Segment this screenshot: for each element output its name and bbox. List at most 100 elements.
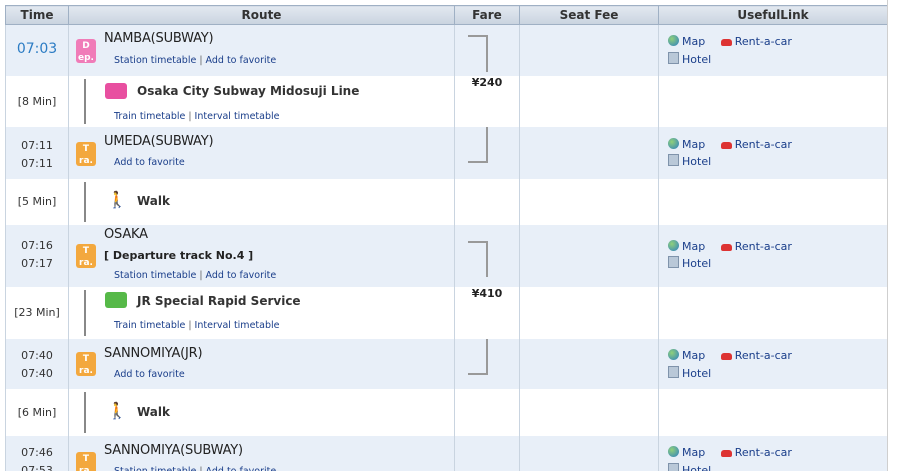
- add-to-favorite-link[interactable]: Add to favorite: [205, 269, 277, 281]
- car-icon: [720, 39, 732, 46]
- time-header: Time: [5, 5, 69, 25]
- add-to-favorite-link[interactable]: Add to favorite: [205, 465, 277, 471]
- segment-row: [8 Min] Osaka City Subway Midosuji Line …: [5, 75, 888, 127]
- duration: [8 Min]: [5, 75, 69, 127]
- car-icon: [720, 243, 732, 251]
- station-name: SANNOMIYA(JR): [104, 345, 203, 361]
- station-name: NAMBA(SUBWAY): [104, 31, 214, 46]
- segment-row: [5 Min] 🚶 Walk: [5, 178, 888, 225]
- station-name: UMEDA(SUBWAY): [104, 133, 214, 149]
- hotel-icon: [668, 52, 679, 64]
- rent-a-car-link[interactable]: Rent-a-car: [720, 138, 792, 151]
- hotel-link[interactable]: Hotel: [668, 52, 711, 66]
- arrival-time: 07:16: [21, 238, 53, 252]
- add-to-favorite-link[interactable]: Add to favorite: [205, 55, 277, 66]
- rent-a-car-link[interactable]: Rent-a-car: [720, 240, 792, 253]
- fare-bracket-end: [468, 338, 488, 375]
- station-links: Station timetable | Add to favorite: [114, 55, 277, 66]
- departure-time: 07:03: [16, 41, 58, 57]
- fare-bracket-end: [468, 126, 488, 163]
- globe-icon: [668, 239, 679, 251]
- departure-time: 07:11: [21, 156, 53, 170]
- station-name: OSAKA: [104, 226, 148, 242]
- departure-track: [ Departure track No.4 ]: [104, 248, 254, 262]
- route-header: Route: [68, 5, 455, 25]
- line-name: Walk: [137, 193, 170, 208]
- fare-bracket-start: [468, 240, 488, 277]
- fare-header: Fare: [454, 5, 520, 25]
- arrival-time: 07:46: [21, 445, 53, 459]
- hotel-icon: [668, 153, 679, 166]
- useful-link-header: UsefulLink: [658, 5, 888, 25]
- fare-value: ¥240: [454, 75, 520, 127]
- subway-train-icon: [105, 82, 127, 99]
- hotel-icon: [668, 365, 679, 378]
- line-name: JR Special Rapid Service: [137, 293, 301, 308]
- station-name: SANNOMIYA(SUBWAY): [104, 442, 243, 458]
- hotel-icon: [668, 255, 679, 268]
- seat-fee-header: Seat Fee: [519, 5, 659, 25]
- fare-bracket-start: [468, 35, 488, 72]
- station-timetable-link[interactable]: Station timetable: [114, 465, 197, 471]
- line-name: Walk: [137, 404, 170, 419]
- duration: [6 Min]: [5, 388, 69, 436]
- route-line: [84, 78, 86, 124]
- line-name: Osaka City Subway Midosuji Line: [137, 83, 360, 98]
- arrival-time: 07:11: [21, 138, 53, 152]
- globe-icon: [668, 35, 679, 46]
- hotel-link[interactable]: Hotel: [668, 365, 711, 380]
- route-table: Time Route Fare Seat Fee UsefulLink 07:0…: [5, 5, 888, 471]
- departure-time: 07:17: [21, 256, 53, 270]
- station-timetable-link[interactable]: Station timetable: [114, 55, 197, 66]
- rent-a-car-link[interactable]: Rent-a-car: [720, 349, 792, 362]
- departure-time: 07:53: [21, 463, 53, 471]
- walk-icon: 🚶: [107, 400, 127, 420]
- map-link[interactable]: Map: [668, 239, 705, 253]
- departure-time: 07:40: [21, 366, 53, 380]
- segment-row: [23 Min] JR Special Rapid Service Train …: [5, 286, 888, 339]
- jr-train-icon: [105, 291, 127, 308]
- add-to-favorite-link[interactable]: Add to favorite: [114, 368, 185, 380]
- duration: [23 Min]: [5, 286, 69, 339]
- car-icon: [720, 352, 732, 360]
- hotel-link[interactable]: Hotel: [668, 255, 711, 270]
- station-timetable-link[interactable]: Station timetable: [114, 269, 197, 281]
- car-icon: [720, 141, 732, 149]
- hotel-link[interactable]: Hotel: [668, 462, 711, 471]
- vertical-scrollbar[interactable]: [887, 0, 904, 471]
- fare-value: ¥410: [454, 286, 520, 339]
- globe-icon: [668, 348, 679, 360]
- add-to-favorite-link[interactable]: Add to favorite: [114, 156, 185, 168]
- globe-icon: [668, 137, 679, 149]
- hotel-link[interactable]: Hotel: [668, 153, 711, 168]
- car-icon: [720, 449, 732, 457]
- segment-row: [6 Min] 🚶 Walk: [5, 388, 888, 436]
- duration: [5 Min]: [5, 178, 69, 225]
- train-timetable-link[interactable]: Train timetable: [114, 110, 186, 122]
- map-link[interactable]: Map: [668, 137, 705, 151]
- interval-timetable-link[interactable]: Interval timetable: [194, 319, 280, 331]
- rent-a-car-link[interactable]: Rent-a-car: [720, 446, 792, 459]
- globe-icon: [668, 445, 679, 457]
- map-link[interactable]: Map: [668, 35, 705, 48]
- map-link[interactable]: Map: [668, 445, 705, 459]
- train-timetable-link[interactable]: Train timetable: [114, 319, 186, 331]
- map-link[interactable]: Map: [668, 348, 705, 362]
- table-header: Time Route Fare Seat Fee UsefulLink: [5, 5, 888, 25]
- walk-icon: 🚶: [107, 189, 127, 209]
- arrival-time: 07:40: [21, 348, 53, 362]
- hotel-icon: [668, 462, 679, 471]
- interval-timetable-link[interactable]: Interval timetable: [194, 110, 280, 122]
- rent-a-car-link[interactable]: Rent-a-car: [720, 35, 792, 48]
